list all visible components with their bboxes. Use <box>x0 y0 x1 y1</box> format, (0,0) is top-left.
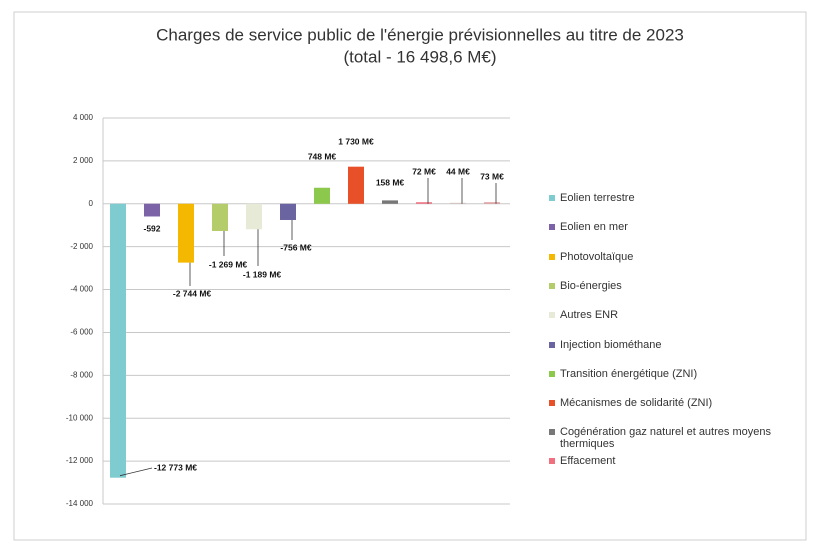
bar <box>280 203 296 220</box>
leader-line <box>119 467 153 477</box>
y-tick-label: -4 000 <box>70 285 93 294</box>
bar <box>212 203 228 231</box>
data-label: -1 189 M€ <box>243 269 282 279</box>
bar <box>484 202 500 204</box>
legend-swatch <box>549 312 555 319</box>
y-tick-label: 0 <box>89 199 94 208</box>
legend-entry: Autres ENR <box>549 309 810 322</box>
data-label: 73 M€ <box>480 171 504 181</box>
bar <box>348 166 364 204</box>
legend-swatch <box>549 224 555 231</box>
bar <box>382 200 398 204</box>
legend-label: Mécanismes de solidarité (ZNI) <box>560 397 713 410</box>
data-label: -756 M€ <box>280 242 311 252</box>
legend-label: Effacement <box>560 455 616 468</box>
data-label: 1 730 M€ <box>338 136 374 146</box>
y-tick-label: 2 000 <box>73 156 94 165</box>
data-label: 748 M€ <box>308 151 337 161</box>
y-tick-label: -8 000 <box>70 370 93 379</box>
bar <box>314 187 330 204</box>
chart-title: Charges de service public de l'énergie p… <box>156 25 684 44</box>
y-tick-label: -6 000 <box>70 328 93 337</box>
chart-subtitle: (total - 16 498,6 M€) <box>343 47 496 66</box>
y-tick-label: 4 000 <box>73 113 94 122</box>
bar <box>144 203 160 217</box>
legend-label: Eolien en mer <box>560 221 628 234</box>
bar <box>450 202 466 204</box>
legend-swatch <box>549 429 555 436</box>
bar <box>416 202 432 204</box>
chart-frame <box>13 11 807 541</box>
legend-entry: Effacement <box>549 455 810 468</box>
bar <box>110 203 126 478</box>
y-tick-label: -2 000 <box>70 242 93 251</box>
legend-swatch <box>549 253 555 260</box>
legend-swatch <box>549 458 555 465</box>
legend-entry: Transition énergétique (ZNI) <box>549 367 810 380</box>
legend-label: Photovoltaïque <box>560 250 634 263</box>
data-label: 158 M€ <box>376 177 405 187</box>
y-tick-label: -14 000 <box>66 499 94 508</box>
legend-swatch <box>549 341 555 348</box>
data-label: 72 M€ <box>412 166 436 176</box>
legend-entry: Cogénération gaz naturel et autres moyen… <box>549 426 810 451</box>
data-label: -12 773 M€ <box>154 462 197 472</box>
data-label: -592 <box>143 223 160 233</box>
legend-entry: Eolien terrestre <box>549 192 810 204</box>
legend-entry: Mécanismes de solidarité (ZNI) <box>549 397 810 410</box>
data-label: 44 M€ <box>446 166 470 176</box>
data-label: -2 744 M€ <box>173 288 212 298</box>
legend-swatch <box>549 195 555 201</box>
bar <box>246 203 262 230</box>
legend-swatch <box>549 370 555 377</box>
data-label: -1 269 M€ <box>209 259 248 269</box>
legend-label: Injection biométhane <box>560 338 662 351</box>
legend-label: Transition énergétique (ZNI) <box>560 367 698 380</box>
legend-label: Cogénération gaz naturel et autres moyen… <box>560 426 771 451</box>
legend-label: Bio-énergies <box>560 279 622 292</box>
legend-swatch <box>549 282 555 289</box>
legend-label: Autres ENR <box>560 309 619 322</box>
legend-entry: Bio-énergies <box>549 279 810 292</box>
y-tick-label: -10 000 <box>66 413 94 422</box>
legend-swatch <box>549 400 555 407</box>
legend-entry: Photovoltaïque <box>549 250 810 263</box>
y-tick-label: -12 000 <box>66 456 94 465</box>
legend-entry: Eolien en mer <box>549 221 810 234</box>
legend-label: Eolien terrestre <box>560 192 635 204</box>
bar <box>178 203 194 263</box>
legend-entry: Injection biométhane <box>549 338 810 351</box>
